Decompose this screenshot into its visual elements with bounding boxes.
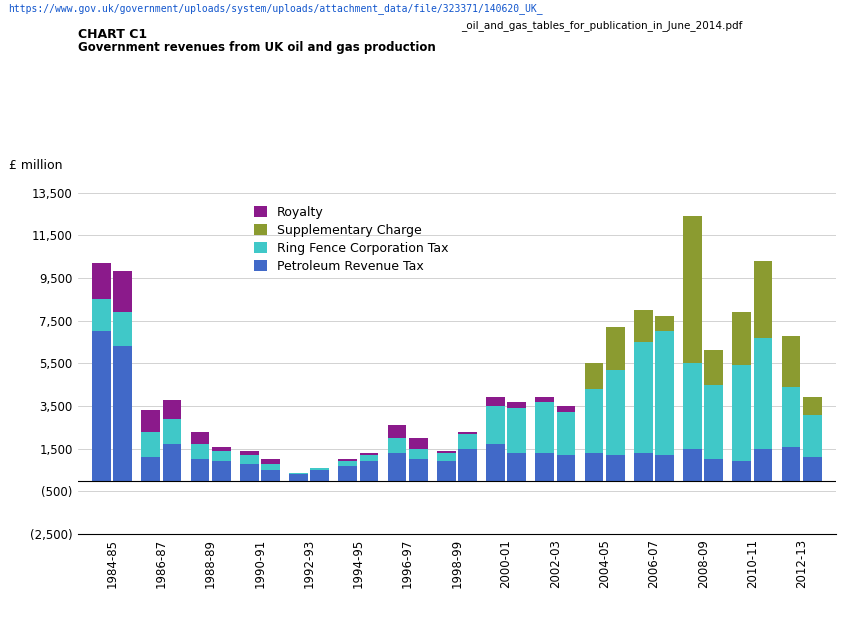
Text: https://www.gov.uk/government/uploads/system/uploads/attachment_data/file/323371: https://www.gov.uk/government/uploads/sy… (9, 3, 542, 14)
Bar (437, 453, 455, 461)
Bar (359, 453, 378, 455)
Text: Government revenues from UK oil and gas production: Government revenues from UK oil and gas … (77, 41, 435, 54)
Bar (753, 338, 771, 448)
Bar (633, 453, 652, 481)
Bar (141, 410, 160, 432)
Bar (261, 460, 280, 464)
Legend: Royalty, Supplementary Charge, Ring Fence Corporation Tax, Petroleum Revenue Tax: Royalty, Supplementary Charge, Ring Fenc… (251, 202, 452, 277)
Bar (239, 451, 258, 455)
Bar (654, 331, 673, 455)
Bar (190, 460, 209, 481)
Bar (113, 271, 132, 312)
Bar (92, 299, 111, 331)
Bar (781, 446, 800, 481)
Bar (408, 438, 427, 448)
Bar (535, 453, 554, 481)
Bar (212, 451, 230, 461)
Bar (486, 406, 505, 445)
Bar (387, 425, 406, 438)
Bar (190, 445, 209, 460)
Bar (163, 399, 181, 419)
Bar (703, 460, 722, 481)
Bar (732, 312, 750, 365)
Bar (781, 335, 800, 387)
Bar (239, 455, 258, 464)
Bar (654, 455, 673, 481)
Bar (141, 457, 160, 481)
Bar (310, 468, 329, 470)
Bar (261, 470, 280, 481)
Bar (584, 363, 603, 389)
Bar (288, 473, 307, 474)
Text: £ million: £ million (9, 159, 63, 172)
Bar (338, 466, 356, 481)
Bar (802, 397, 821, 415)
Bar (781, 387, 800, 446)
Bar (212, 461, 230, 481)
Bar (584, 453, 603, 481)
Bar (584, 389, 603, 453)
Bar (310, 470, 329, 481)
Bar (239, 464, 258, 481)
Bar (338, 461, 356, 466)
Bar (556, 455, 574, 481)
Bar (338, 460, 356, 461)
Bar (633, 342, 652, 453)
Bar (802, 415, 821, 457)
Bar (802, 457, 821, 481)
Bar (486, 445, 505, 481)
Bar (163, 445, 181, 481)
Bar (387, 438, 406, 453)
Bar (535, 397, 554, 402)
Bar (683, 363, 701, 448)
Bar (703, 384, 722, 460)
Bar (732, 365, 750, 461)
Bar (359, 455, 378, 461)
Bar (605, 327, 624, 369)
Bar (732, 461, 750, 481)
Bar (507, 453, 525, 481)
Bar (457, 432, 476, 433)
Bar (457, 433, 476, 448)
Bar (437, 461, 455, 481)
Bar (605, 455, 624, 481)
Bar (753, 448, 771, 481)
Bar (190, 432, 209, 445)
Bar (683, 216, 701, 363)
Bar (437, 451, 455, 453)
Bar (141, 432, 160, 457)
Bar (556, 412, 574, 455)
Text: CHART C1: CHART C1 (77, 28, 146, 41)
Bar (408, 460, 427, 481)
Bar (486, 397, 505, 406)
Bar (654, 316, 673, 331)
Bar (753, 261, 771, 338)
Bar (683, 448, 701, 481)
Bar (113, 347, 132, 481)
Bar (113, 312, 132, 347)
Bar (92, 263, 111, 299)
Bar (535, 402, 554, 453)
Text: _oil_and_gas_tables_for_publication_in_June_2014.pdf: _oil_and_gas_tables_for_publication_in_J… (461, 20, 741, 31)
Bar (212, 446, 230, 451)
Bar (605, 369, 624, 455)
Bar (457, 448, 476, 481)
Bar (92, 331, 111, 481)
Bar (556, 406, 574, 412)
Bar (408, 448, 427, 460)
Bar (261, 464, 280, 470)
Bar (387, 453, 406, 481)
Bar (163, 419, 181, 445)
Bar (507, 402, 525, 408)
Bar (633, 310, 652, 342)
Bar (703, 350, 722, 384)
Bar (507, 408, 525, 453)
Bar (288, 474, 307, 481)
Bar (359, 461, 378, 481)
